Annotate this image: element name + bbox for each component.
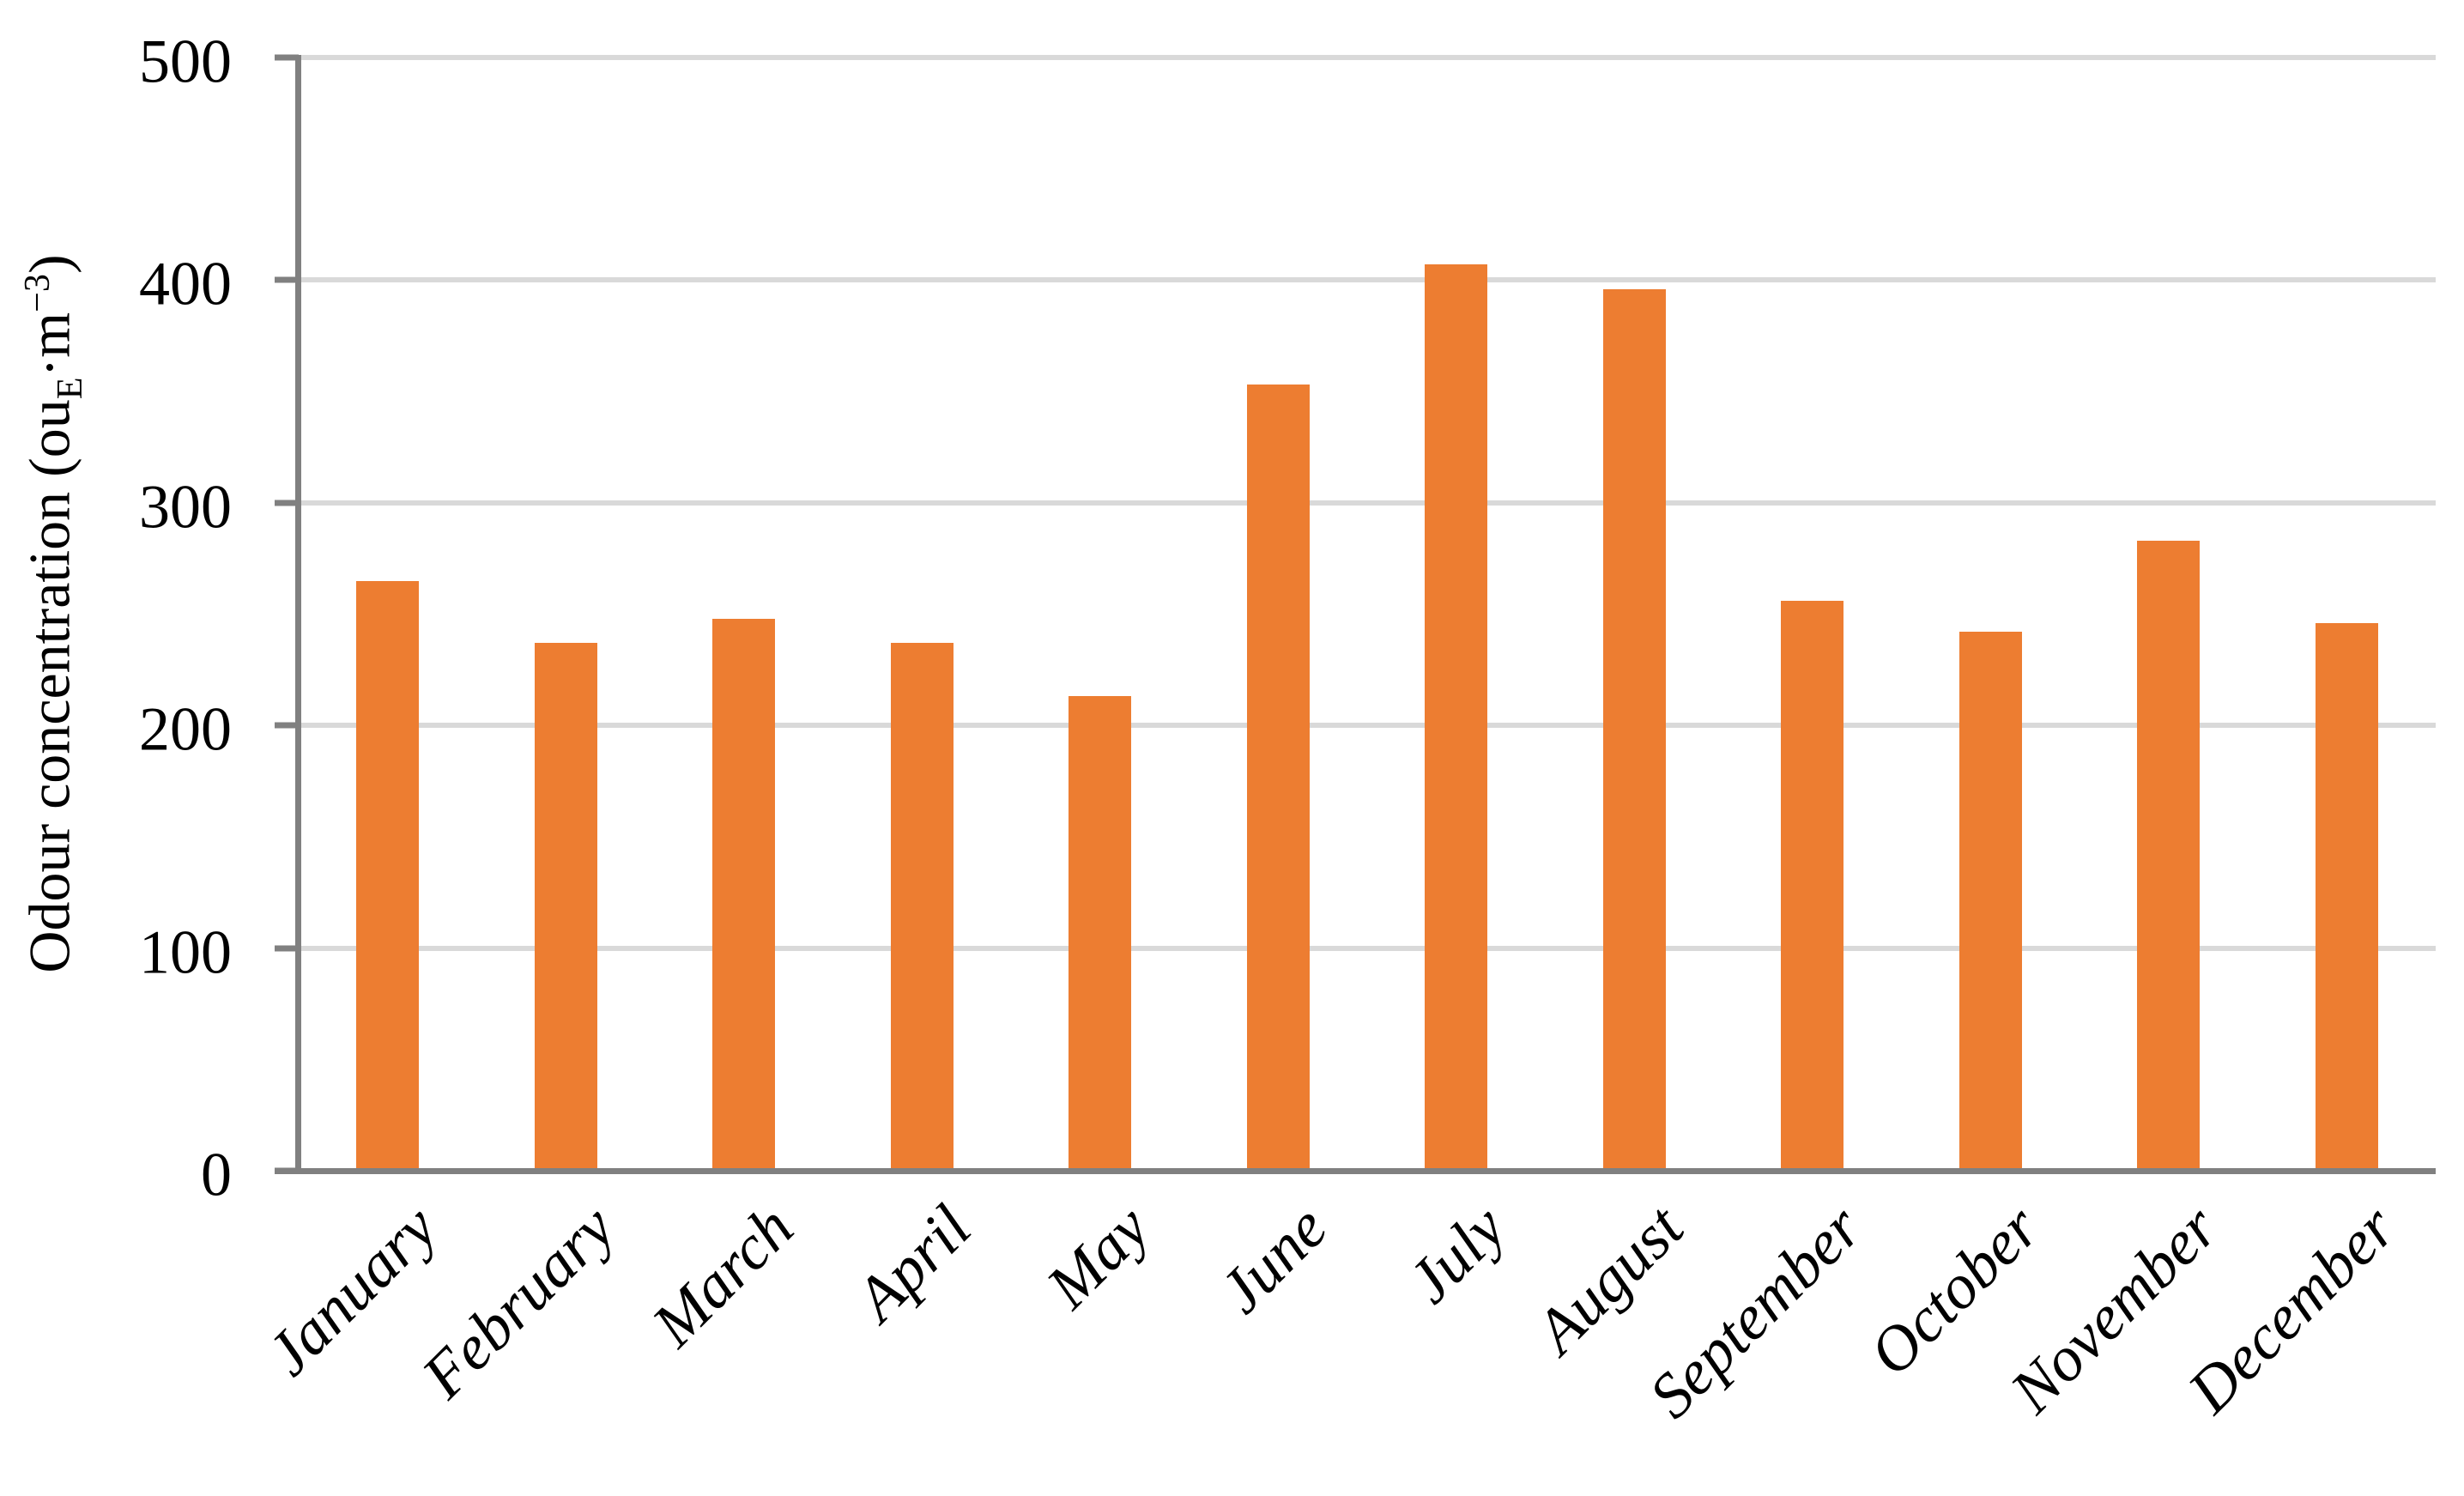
y-axis-tick-200 [275, 722, 299, 729]
bar-april [890, 643, 954, 1171]
gridline-400 [299, 277, 2436, 283]
y-axis-tick-400 [275, 276, 299, 283]
bar-october [1958, 632, 2022, 1171]
bar-august [1602, 288, 1666, 1171]
y-axis-tick-label-100: 100 [139, 917, 232, 986]
y-axis-tick-100 [275, 945, 299, 952]
plot-area [299, 58, 2436, 1171]
bar-february [534, 643, 597, 1171]
y-axis-tick-0 [275, 1167, 299, 1174]
y-axis-title: Odour concentration (ouE·m−3) [16, 254, 91, 972]
y-axis-tick-300 [275, 500, 299, 506]
bar-november [2137, 540, 2201, 1171]
gridline-500 [299, 55, 2436, 60]
bar-june [1246, 385, 1310, 1171]
bar-september [1781, 600, 1844, 1171]
x-axis-line [275, 1168, 2436, 1174]
y-axis-tick-label-500: 500 [139, 27, 232, 96]
y-axis-title-subscript: E [50, 377, 91, 400]
y-axis-line [295, 55, 301, 1171]
bar-july [1425, 264, 1488, 1171]
gridline-300 [299, 500, 2436, 506]
gridline-200 [299, 723, 2436, 729]
bar-december [2315, 622, 2378, 1171]
bar-may [1069, 696, 1132, 1171]
bar-march [712, 618, 776, 1171]
gridline-100 [299, 945, 2436, 951]
y-axis-tick-500 [275, 54, 299, 61]
y-axis-tick-label-400: 400 [139, 249, 232, 318]
y-axis-tick-label-300: 300 [139, 472, 232, 542]
y-axis-tick-label-200: 200 [139, 694, 232, 764]
bar-january [356, 580, 420, 1171]
y-axis-tick-label-0: 0 [201, 1140, 232, 1209]
y-axis-title-middle: ·m [16, 312, 82, 378]
